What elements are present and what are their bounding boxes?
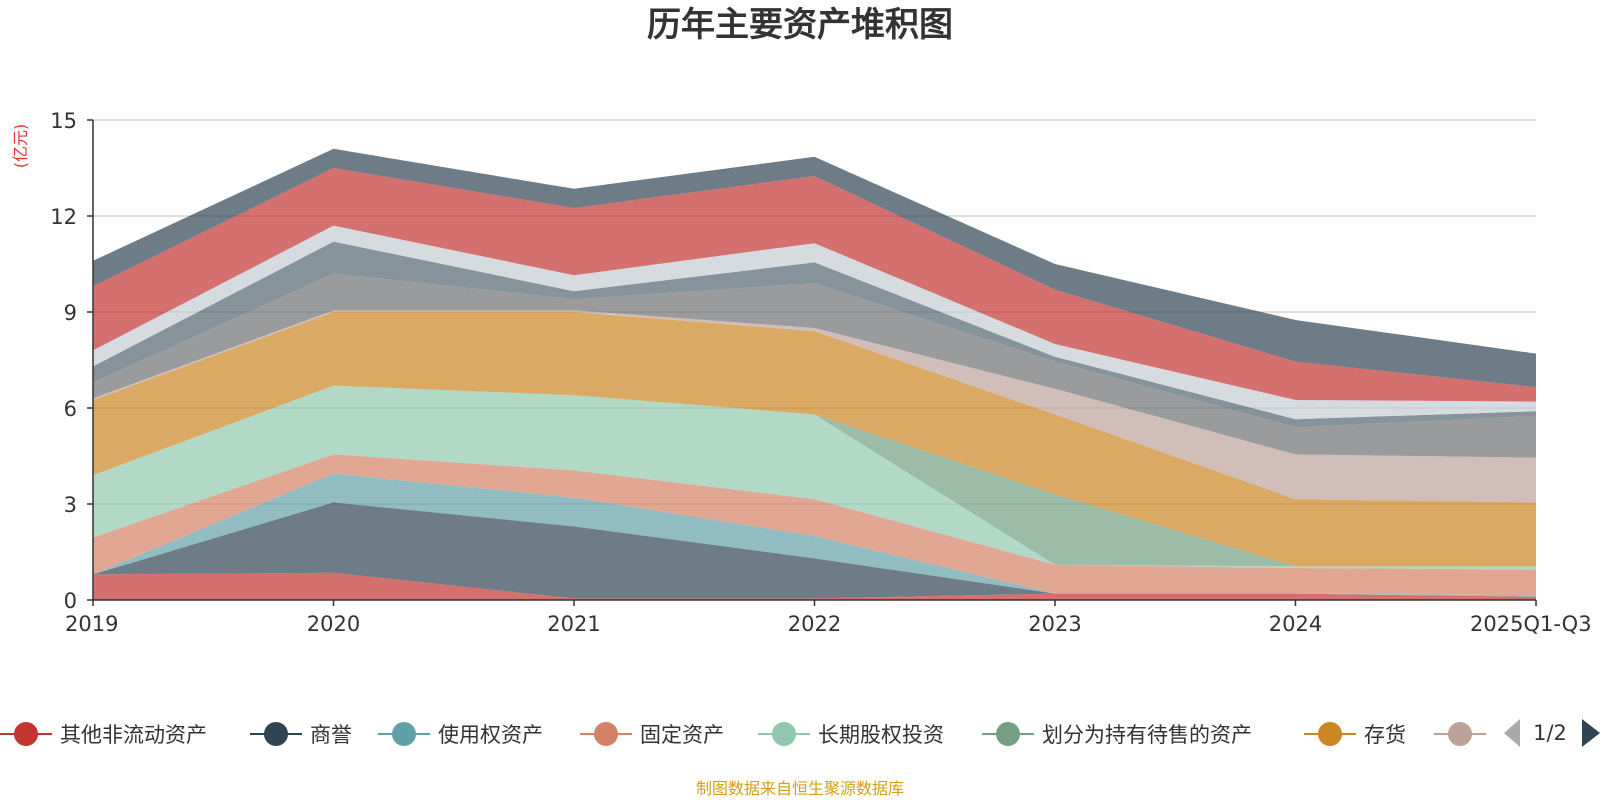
- area-9: [93, 273, 1536, 458]
- chart-title: 历年主要资产堆积图: [647, 5, 953, 45]
- legend-marker-icon: [14, 722, 38, 746]
- legend-next-arrow-icon[interactable]: [1582, 719, 1600, 747]
- legend-label: 存货: [1364, 723, 1406, 747]
- legend: 其他非流动资产 商誉 使用权资产 固定资产 长期股权投资 划分为持有待售的资产 存货: [0, 722, 1486, 747]
- x-tick-label: 2022: [788, 612, 841, 636]
- area-12: [93, 168, 1536, 402]
- data-source-note: 制图数据来自恒生聚源数据库: [696, 779, 904, 798]
- y-axis-unit: (亿元): [11, 124, 30, 169]
- legend-item-7[interactable]: 存货: [1304, 722, 1406, 747]
- legend-marker-icon: [1448, 722, 1472, 746]
- legend-item-3[interactable]: 使用权资产: [378, 722, 543, 747]
- area-10: [93, 241, 1536, 428]
- legend-item-6[interactable]: 划分为持有待售的资产: [982, 722, 1252, 747]
- legend-item-8[interactable]: [1434, 722, 1486, 746]
- area-series: [93, 148, 1536, 600]
- area-3: [93, 473, 1536, 597]
- legend-label: 使用权资产: [438, 723, 543, 747]
- legend-marker-icon: [996, 722, 1020, 746]
- legend-page-label: 1/2: [1533, 721, 1567, 745]
- legend-label: 固定资产: [640, 723, 724, 747]
- y-tick-label: 6: [64, 397, 77, 421]
- area-13: [93, 148, 1536, 388]
- area-7: [93, 312, 1536, 567]
- x-tick-label: 2019: [65, 612, 118, 636]
- y-tick-label: 3: [64, 493, 77, 517]
- x-tick-label: 2020: [307, 612, 360, 636]
- legend-label: 划分为持有待售的资产: [1042, 723, 1252, 747]
- legend-pager: 1/2: [1504, 719, 1600, 747]
- legend-prev-arrow-icon[interactable]: [1504, 719, 1520, 747]
- y-tick-labels: 0 3 6 9 12 15: [50, 109, 77, 613]
- legend-marker-icon: [1318, 722, 1342, 746]
- area-1: [93, 572, 1536, 600]
- legend-marker-icon: [594, 722, 618, 746]
- area-5: [93, 385, 1536, 570]
- y-tick-label: 12: [50, 205, 77, 229]
- legend-marker-icon: [264, 722, 288, 746]
- x-tick-label: 2023: [1028, 612, 1081, 636]
- y-tick-label: 0: [64, 589, 77, 613]
- y-tick-label: 9: [64, 301, 77, 325]
- legend-item-2[interactable]: 商誉: [250, 722, 352, 747]
- legend-item-5[interactable]: 长期股权投资: [758, 722, 944, 747]
- area-2: [93, 502, 1536, 599]
- legend-label: 商誉: [310, 723, 352, 747]
- axes: [87, 119, 1537, 606]
- legend-marker-icon: [772, 722, 796, 746]
- y-tick-label: 15: [50, 109, 77, 133]
- legend-marker-icon: [392, 722, 416, 746]
- x-tick-label: 2024: [1269, 612, 1322, 636]
- x-tick-label: 2021: [547, 612, 600, 636]
- legend-label: 其他非流动资产: [60, 723, 207, 747]
- legend-item-4[interactable]: 固定资产: [580, 722, 724, 747]
- x-tick-label: 2025Q1-Q3: [1470, 612, 1592, 636]
- x-tick-labels: 2019 2020 2021 2022 2023 2024 2025Q1-Q3: [65, 612, 1592, 636]
- area-8: [93, 310, 1536, 503]
- legend-item-1[interactable]: 其他非流动资产: [0, 722, 207, 747]
- area-4: [93, 454, 1536, 596]
- legend-label: 长期股权投资: [818, 723, 944, 747]
